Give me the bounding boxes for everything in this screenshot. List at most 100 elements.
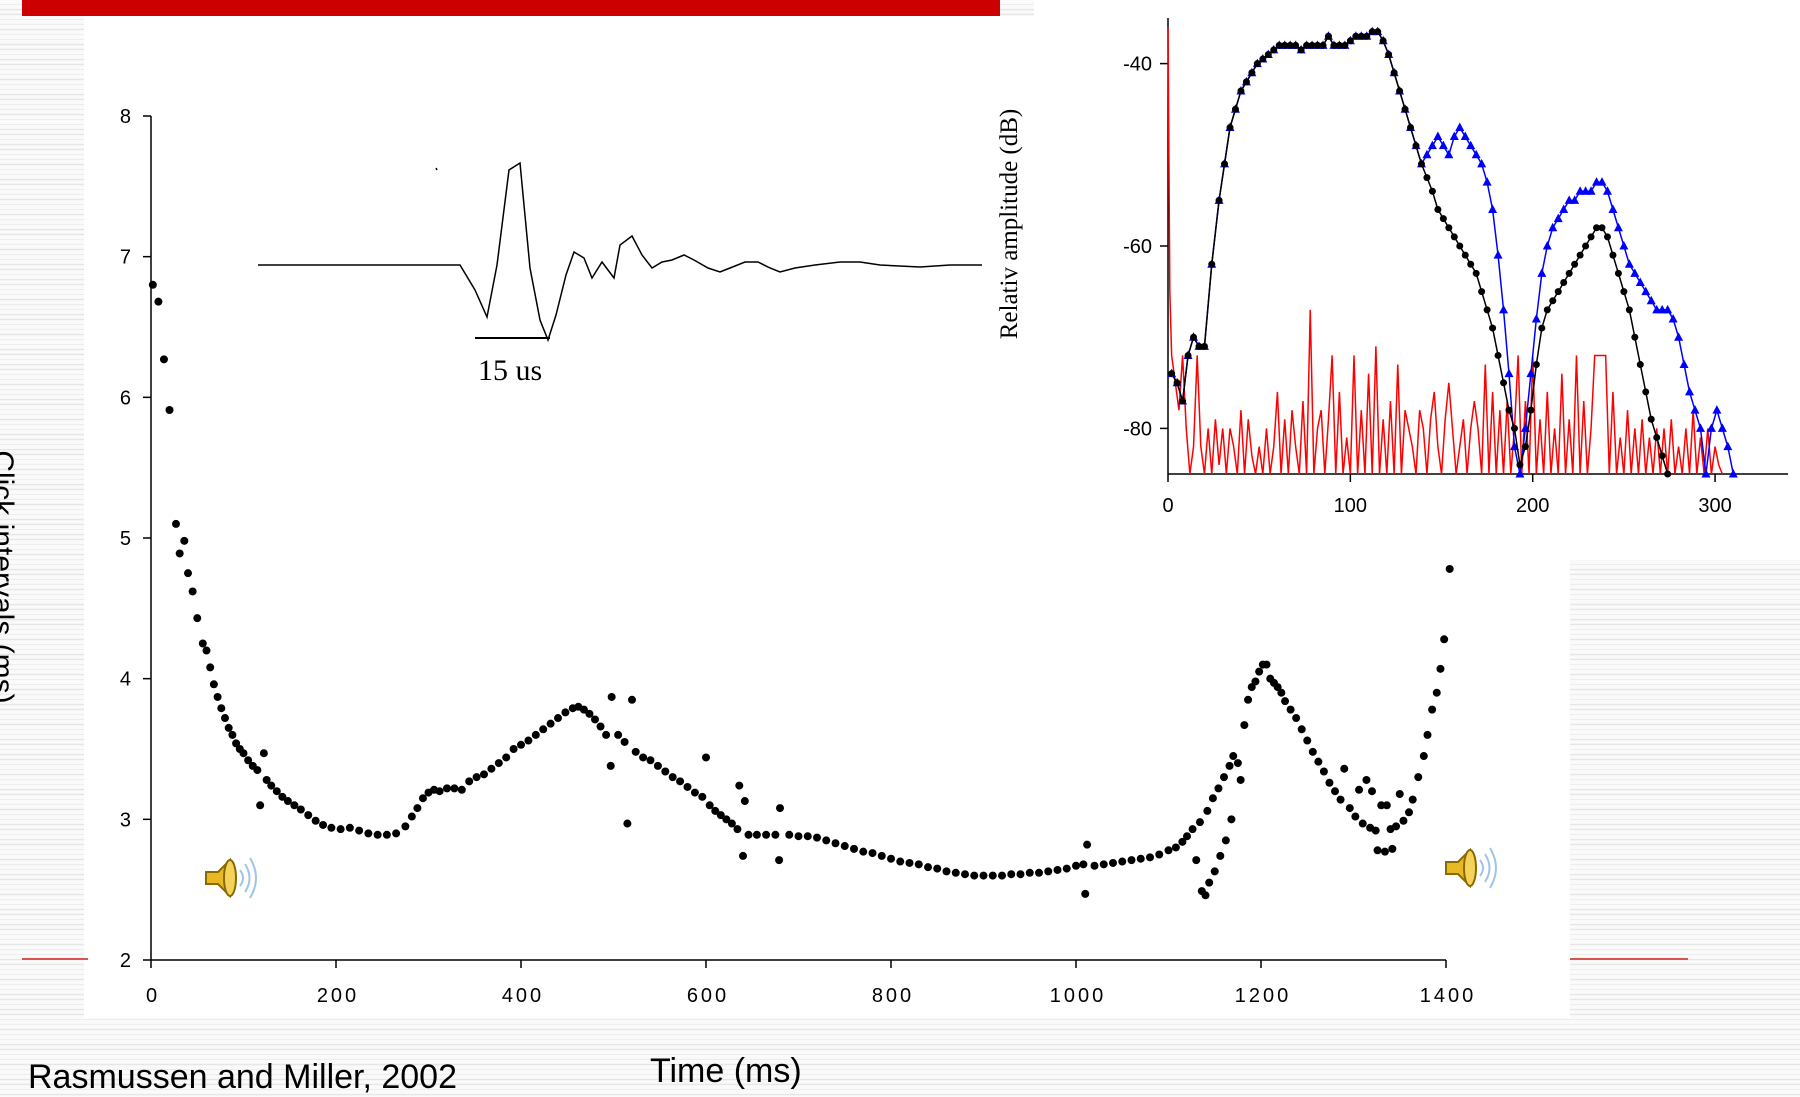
data-point bbox=[1281, 697, 1290, 706]
data-point bbox=[171, 519, 180, 528]
spectrum-circle-marker bbox=[1374, 28, 1382, 36]
spectrum-triangle-marker bbox=[1477, 158, 1487, 168]
title-accent-bar bbox=[22, 0, 1000, 16]
spectrum-circle-marker bbox=[1445, 224, 1453, 232]
data-point bbox=[840, 842, 849, 851]
spectrum-circle-marker bbox=[1647, 415, 1655, 423]
spectrum-circle-marker bbox=[1543, 306, 1551, 314]
data-point bbox=[1303, 736, 1312, 745]
data-point bbox=[924, 863, 932, 872]
spectrum-triangle-marker bbox=[1728, 469, 1738, 478]
data-point bbox=[509, 745, 518, 753]
data-point bbox=[579, 705, 588, 714]
data-point bbox=[1081, 889, 1090, 898]
spectrum-series bbox=[1167, 26, 1738, 478]
data-point bbox=[1262, 660, 1271, 669]
spectrum-circle-marker bbox=[1571, 260, 1579, 268]
spectrum-circle-marker bbox=[1221, 160, 1229, 168]
spectrum-triangle-marker bbox=[1586, 186, 1596, 195]
spectrum-circle-marker bbox=[1314, 41, 1322, 49]
data-point bbox=[591, 715, 599, 724]
spectrum-triangle-marker bbox=[1701, 469, 1711, 478]
data-point bbox=[606, 761, 615, 770]
spectrum-circle-marker bbox=[1281, 41, 1289, 49]
spectrum-circle-marker bbox=[1631, 333, 1639, 341]
data-point bbox=[1079, 860, 1088, 869]
speaker-icon[interactable] bbox=[1440, 838, 1500, 898]
data-point bbox=[148, 280, 157, 289]
data-point bbox=[304, 811, 313, 820]
data-point bbox=[1355, 785, 1364, 794]
data-point bbox=[1210, 867, 1219, 876]
data-point bbox=[877, 851, 886, 860]
spectrum-triangle-marker bbox=[1674, 332, 1684, 341]
data-point bbox=[1183, 832, 1191, 841]
data-point bbox=[628, 695, 636, 704]
main-y-axis-label: Click intervals (ms) bbox=[0, 450, 19, 704]
data-point bbox=[905, 858, 914, 867]
spectrum-circle-marker bbox=[1625, 306, 1633, 314]
data-point bbox=[813, 833, 821, 842]
spectrum-triangle-marker bbox=[1695, 423, 1705, 432]
data-point bbox=[554, 714, 562, 723]
spectrum-triangle-marker bbox=[1668, 313, 1678, 323]
spectrum-triangle-marker bbox=[1608, 204, 1618, 214]
spectrum-triangle-marker bbox=[1471, 149, 1481, 159]
spectrum-triangle-marker bbox=[1641, 286, 1651, 296]
spectrum-triangle-marker bbox=[1427, 140, 1437, 150]
spectrum-triangle-marker bbox=[1449, 131, 1459, 141]
speaker-icon[interactable] bbox=[200, 848, 260, 908]
data-point bbox=[407, 812, 416, 821]
spectrum-circle-marker bbox=[1598, 224, 1606, 232]
spectrum-triangle-marker bbox=[1504, 368, 1514, 378]
spectrum-circle-marker bbox=[1636, 361, 1644, 369]
data-point bbox=[1205, 878, 1214, 887]
data-point bbox=[561, 708, 570, 717]
data-point bbox=[494, 759, 503, 768]
spectrum-circle-marker bbox=[1500, 379, 1508, 387]
spectrum-circle-marker bbox=[1472, 269, 1480, 277]
data-point bbox=[1377, 801, 1386, 810]
data-point bbox=[698, 792, 707, 801]
spectrum-x-tick-label: 200 bbox=[1516, 495, 1549, 517]
spectrum-triangle-marker bbox=[1597, 177, 1607, 186]
data-point bbox=[224, 723, 233, 732]
spectrum-circle-marker bbox=[1346, 37, 1354, 45]
data-point bbox=[690, 788, 699, 797]
data-point bbox=[1178, 837, 1187, 846]
spectrum-circle-marker bbox=[1538, 324, 1546, 332]
spectrum-circle-marker bbox=[1237, 87, 1245, 95]
data-point bbox=[803, 832, 812, 841]
spectrum-x-tick-label: 300 bbox=[1698, 495, 1731, 517]
spectrum-circle-marker bbox=[1461, 251, 1469, 259]
spectrum-circle-marker bbox=[1363, 32, 1371, 40]
data-point bbox=[602, 730, 611, 739]
spectrum-x-tick-label: 100 bbox=[1334, 495, 1367, 517]
spectrum-circle-marker bbox=[1603, 233, 1611, 241]
data-point bbox=[998, 871, 1006, 880]
spectrum-circle-marker bbox=[1330, 41, 1338, 49]
spectrum-circle-marker bbox=[1292, 41, 1300, 49]
spectrum-circle-marker bbox=[1554, 288, 1562, 296]
spectrum-circle-marker bbox=[1521, 443, 1529, 451]
spectrum-triangle-marker bbox=[1531, 313, 1541, 323]
data-point bbox=[1314, 757, 1323, 766]
spectrum-circle-marker bbox=[1576, 251, 1584, 259]
data-point bbox=[392, 829, 401, 838]
data-point bbox=[988, 871, 997, 880]
data-point bbox=[272, 787, 281, 796]
data-point bbox=[1286, 705, 1295, 714]
data-point bbox=[213, 692, 222, 701]
data-point bbox=[1146, 853, 1154, 862]
data-point bbox=[711, 806, 720, 815]
spectrum-circle-marker bbox=[1184, 351, 1192, 359]
data-point bbox=[639, 753, 648, 762]
data-point bbox=[228, 730, 237, 739]
spectrum-circle-marker bbox=[1565, 269, 1573, 277]
data-point bbox=[1308, 747, 1317, 756]
data-point bbox=[716, 811, 725, 820]
data-point bbox=[620, 737, 629, 746]
spectrum-circle-marker bbox=[1456, 242, 1464, 250]
